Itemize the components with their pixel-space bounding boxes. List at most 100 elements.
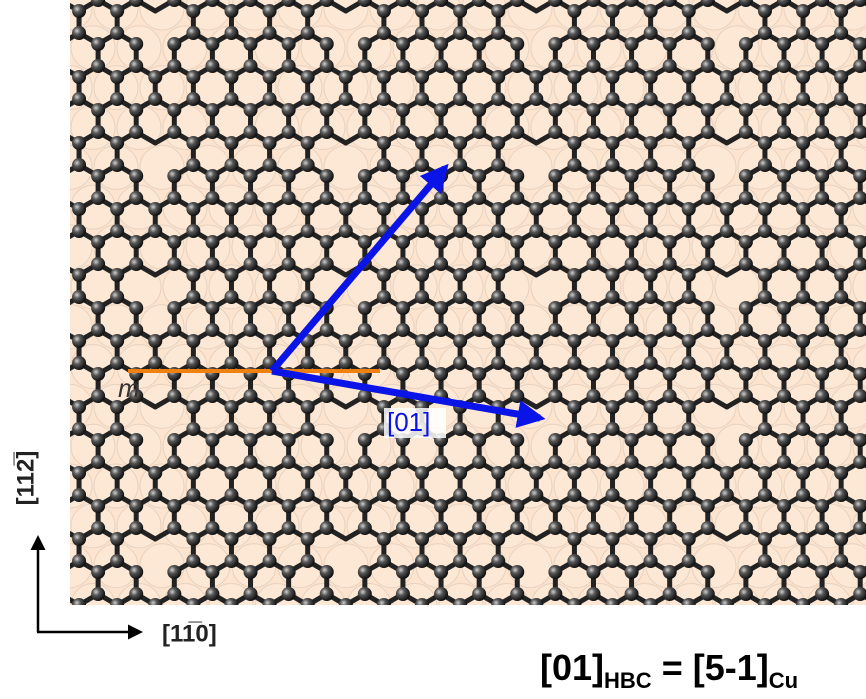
carbon — [148, 620, 162, 634]
carbon — [320, 455, 334, 469]
bond — [632, 627, 651, 638]
carbon — [701, 565, 715, 579]
bond — [517, 627, 536, 638]
cu-atom — [715, 584, 759, 628]
carbon — [491, 532, 505, 546]
carbon — [567, 598, 581, 612]
carbon — [244, 389, 258, 403]
carbon — [606, 92, 620, 106]
carbon — [91, 587, 105, 601]
carbon — [682, 554, 696, 568]
carbon — [625, 103, 639, 117]
carbon — [110, 488, 124, 502]
carbon — [15, 587, 29, 601]
carbon — [510, 323, 524, 337]
carbon — [148, 202, 162, 216]
carbon — [796, 290, 810, 304]
carbon — [586, 103, 600, 117]
carbon — [815, 433, 829, 447]
carbon — [777, 433, 791, 447]
carbon — [548, 169, 562, 183]
carbon — [167, 191, 181, 205]
carbon — [644, 334, 658, 348]
relation-rhs-sub: Cu — [769, 668, 798, 693]
carbon — [625, 37, 639, 51]
carbon — [739, 389, 753, 403]
bond — [3, 396, 22, 407]
carbon — [205, 169, 219, 183]
carbon — [34, 422, 48, 436]
bond — [746, 627, 765, 638]
carbon — [434, 103, 448, 117]
carbon — [415, 466, 429, 480]
bond — [41, 132, 60, 143]
carbon — [434, 125, 448, 139]
carbon — [148, 224, 162, 238]
carbon — [491, 4, 505, 18]
carbon — [91, 257, 105, 271]
bond — [3, 198, 22, 209]
carbon — [567, 4, 581, 18]
bond — [41, 429, 60, 440]
carbon — [434, 367, 448, 381]
bond — [41, 594, 60, 605]
carbon — [186, 422, 200, 436]
carbon — [510, 191, 524, 205]
carbon — [110, 356, 124, 370]
carbon — [567, 532, 581, 546]
carbon — [53, 169, 67, 183]
carbon — [758, 334, 772, 348]
carbon — [491, 290, 505, 304]
carbon — [396, 499, 410, 513]
carbon — [453, 158, 467, 172]
carbon — [472, 433, 486, 447]
carbon — [796, 224, 810, 238]
carbon — [129, 433, 143, 447]
carbon — [682, 532, 696, 546]
carbon — [701, 433, 715, 447]
carbon — [224, 268, 238, 282]
carbon — [472, 169, 486, 183]
carbon — [739, 455, 753, 469]
carbon — [339, 224, 353, 238]
carbon — [720, 224, 734, 238]
carbon — [205, 433, 219, 447]
carbon — [625, 235, 639, 249]
carbon — [148, 598, 162, 612]
bond — [479, 627, 498, 638]
carbon — [377, 554, 391, 568]
carbon — [91, 103, 105, 117]
carbon — [720, 356, 734, 370]
carbon — [53, 389, 67, 403]
carbon — [358, 323, 372, 337]
carbon — [739, 235, 753, 249]
carbon — [625, 367, 639, 381]
carbon — [415, 532, 429, 546]
bond — [403, 627, 422, 638]
carbon — [606, 356, 620, 370]
carbon — [663, 257, 677, 271]
carbon — [758, 158, 772, 172]
carbon — [739, 169, 753, 183]
carbon — [453, 532, 467, 546]
carbon — [510, 169, 524, 183]
carbon — [701, 389, 715, 403]
bond — [327, 627, 346, 638]
carbon — [586, 169, 600, 183]
carbon — [586, 235, 600, 249]
carbon — [510, 103, 524, 117]
carbon — [415, 488, 429, 502]
carbon — [244, 103, 258, 117]
carbon — [110, 224, 124, 238]
carbon — [834, 224, 848, 238]
carbon — [396, 125, 410, 139]
cu-atom — [2, 225, 46, 269]
cu-atom — [807, 584, 851, 628]
carbon — [682, 224, 696, 238]
carbon — [72, 290, 86, 304]
carbon — [720, 598, 734, 612]
carbon — [796, 26, 810, 40]
carbon — [34, 136, 48, 150]
carbon — [739, 433, 753, 447]
carbon — [129, 59, 143, 73]
